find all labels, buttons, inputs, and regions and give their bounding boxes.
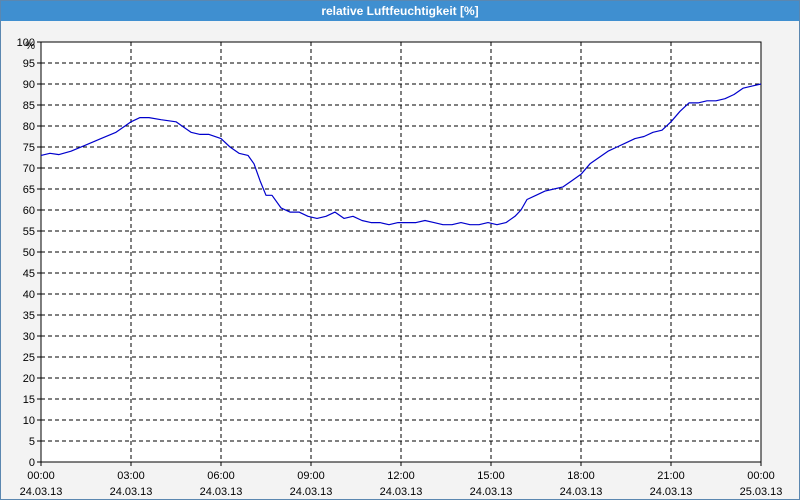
x-tick-time-label: 12:00	[387, 470, 415, 482]
y-tick-label: 0	[29, 457, 35, 469]
window-title: relative Luftfeuchtigkeit [%]	[1, 1, 799, 21]
x-tick-date-label: 24.03.13	[380, 486, 423, 498]
y-tick-label: 80	[23, 121, 35, 133]
grid	[41, 42, 761, 462]
x-tick-time-label: 18:00	[567, 470, 595, 482]
y-axis-unit-label: %	[25, 40, 35, 52]
x-tick-time-label: 00:00	[27, 470, 55, 482]
y-tick-label: 85	[23, 100, 35, 112]
y-tick-label: 55	[23, 226, 35, 238]
y-tick-label: 45	[23, 268, 35, 280]
x-tick-time-label: 21:00	[657, 470, 685, 482]
y-tick-label: 5	[29, 436, 35, 448]
humidity-chart: 0 5 10 15 20 25 30 35 40 45 50 55 60 65 70 75 80 85 90 95 10…	[17, 37, 783, 498]
y-tick-label: 50	[23, 247, 35, 259]
x-tick-date-label: 24.03.13	[290, 486, 333, 498]
y-tick-label: 70	[23, 163, 35, 175]
plot-border	[40, 41, 762, 463]
y-tick-label: 90	[23, 79, 35, 91]
x-tick-time-label: 09:00	[297, 470, 325, 482]
y-tick-label: 35	[23, 310, 35, 322]
y-tick-label: 65	[23, 184, 35, 196]
axes: 0 5 10 15 20 25 30 35 40 45 50 55 60 65 70 75 80 85 90 95 10…	[17, 37, 783, 498]
y-tick-label: 100	[17, 37, 35, 49]
x-tick-time-label: 03:00	[117, 470, 145, 482]
humidity-series-line	[40, 83, 762, 226]
x-tick-date-label: 24.03.13	[560, 486, 603, 498]
y-tick-label: 75	[23, 142, 35, 154]
x-tick-date-label: 24.03.13	[650, 486, 693, 498]
x-tick-time-label: 06:00	[207, 470, 235, 482]
y-tick-label: 95	[23, 58, 35, 70]
x-tick-time-label: 00:00	[747, 470, 775, 482]
x-tick-date-label: 24.03.13	[110, 486, 153, 498]
y-tick-label: 30	[23, 331, 35, 343]
x-tick-time-label: 15:00	[477, 470, 505, 482]
x-tick-date-label: 24.03.13	[200, 486, 243, 498]
y-tick-label: 25	[23, 352, 35, 364]
x-tick-date-label: 24.03.13	[20, 486, 63, 498]
series-layer	[40, 83, 762, 226]
y-tick-label: 20	[23, 373, 35, 385]
y-tick-label: 60	[23, 205, 35, 217]
y-tick-label: 10	[23, 415, 35, 427]
x-tick-date-label: 25.03.13	[740, 486, 783, 498]
x-tick-date-label: 24.03.13	[470, 486, 513, 498]
y-tick-label: 40	[23, 289, 35, 301]
y-tick-label: 15	[23, 394, 35, 406]
